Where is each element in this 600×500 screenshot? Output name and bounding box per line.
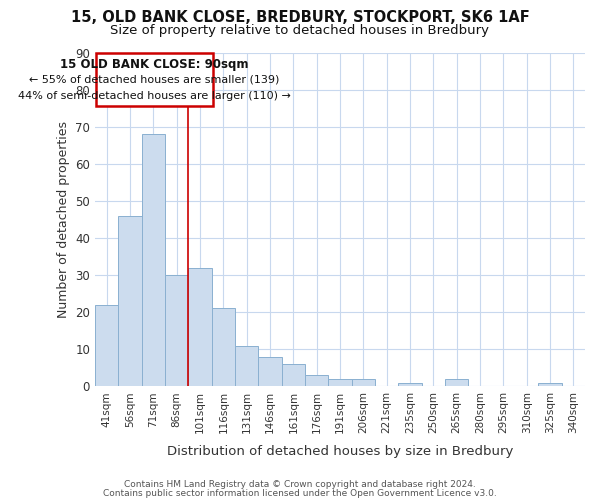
- Y-axis label: Number of detached properties: Number of detached properties: [56, 121, 70, 318]
- Bar: [95, 305, 118, 386]
- Text: ← 55% of detached houses are smaller (139): ← 55% of detached houses are smaller (13…: [29, 75, 280, 85]
- Text: 15 OLD BANK CLOSE: 90sqm: 15 OLD BANK CLOSE: 90sqm: [60, 58, 249, 71]
- X-axis label: Distribution of detached houses by size in Bredbury: Distribution of detached houses by size …: [167, 444, 513, 458]
- Text: 15, OLD BANK CLOSE, BREDBURY, STOCKPORT, SK6 1AF: 15, OLD BANK CLOSE, BREDBURY, STOCKPORT,…: [71, 10, 529, 25]
- Bar: [188, 268, 212, 386]
- Bar: [398, 382, 422, 386]
- Bar: [538, 382, 562, 386]
- Text: Contains HM Land Registry data © Crown copyright and database right 2024.: Contains HM Land Registry data © Crown c…: [124, 480, 476, 489]
- Bar: [118, 216, 142, 386]
- Text: Contains public sector information licensed under the Open Government Licence v3: Contains public sector information licen…: [103, 489, 497, 498]
- Bar: [328, 379, 352, 386]
- Bar: [235, 346, 259, 387]
- Bar: [281, 364, 305, 386]
- Bar: [165, 275, 188, 386]
- Bar: [259, 356, 281, 386]
- Bar: [305, 376, 328, 386]
- Bar: [142, 134, 165, 386]
- Text: Size of property relative to detached houses in Bredbury: Size of property relative to detached ho…: [110, 24, 490, 37]
- FancyBboxPatch shape: [96, 52, 213, 106]
- Bar: [445, 379, 469, 386]
- Bar: [352, 379, 375, 386]
- Bar: [212, 308, 235, 386]
- Text: 44% of semi-detached houses are larger (110) →: 44% of semi-detached houses are larger (…: [18, 92, 291, 102]
